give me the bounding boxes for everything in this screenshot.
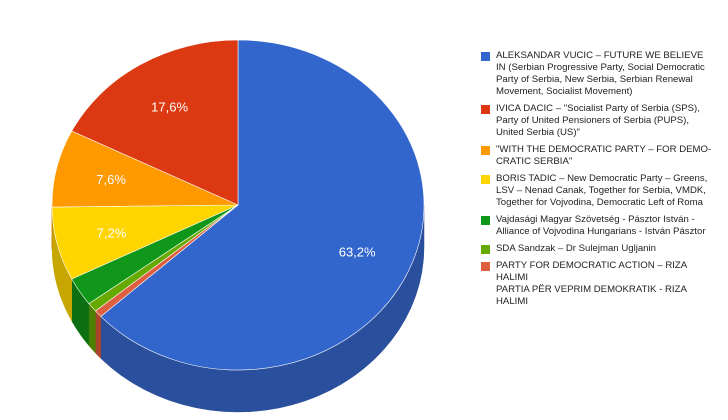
legend-label: Vajdasági Magyar Szövetség - Pásztor Ist… — [496, 214, 706, 237]
pie-slices — [51, 39, 425, 371]
pie-sides — [51, 204, 425, 413]
legend-label: SDA Sandzak – Dr Sulejman Ugljanin — [496, 243, 656, 254]
pie-value-label-6: 7,6% — [96, 172, 126, 187]
legend-item: BORIS TADIC – New Democratic Party – Gre… — [481, 173, 721, 209]
pie-value-labels: 63,2% 7,2% 7,6% 17,6% — [96, 100, 376, 260]
legend-label: PARTY FOR DEMOCRATIC ACTION – RIZA HALIM… — [496, 260, 688, 307]
legend-item: PARTY FOR DEMOCRATIC ACTION – RIZA HALIM… — [481, 260, 721, 308]
legend-swatch — [481, 52, 490, 61]
pie-value-label-7: 17,6% — [151, 100, 188, 115]
legend-item: IVICA DACIC – "Socialist Party of Serbia… — [481, 103, 721, 139]
legend-item: Vajdasági Magyar Szövetség - Pásztor Ist… — [481, 214, 721, 238]
legend-label: BORIS TADIC – New Democratic Party – Gre… — [496, 173, 708, 208]
legend-label: IVICA DACIC – "Socialist Party of Serbia… — [496, 103, 700, 138]
legend: ALEKSANDAR VUCIC – FUTURE WE BELIEVE IN … — [481, 50, 721, 313]
legend-swatch — [481, 216, 490, 225]
pie-slice-1[interactable] — [100, 39, 425, 371]
pie-side-2 — [95, 310, 102, 360]
legend-item: "WITH THE DEMOCRATIC PARTY – FOR DEMO- C… — [481, 144, 721, 168]
legend-item: SDA Sandzak – Dr Sulejman Ugljanin — [481, 243, 721, 255]
legend-swatch — [481, 146, 490, 155]
pie-value-label-5: 7,2% — [97, 225, 127, 240]
legend-swatch — [481, 262, 490, 271]
pie-slice-7[interactable] — [71, 39, 239, 206]
pie-side-3 — [88, 302, 96, 354]
legend-label: "WITH THE DEMOCRATIC PARTY – FOR DEMO- C… — [496, 144, 712, 167]
legend-swatch — [481, 245, 490, 254]
legend-swatch — [481, 175, 490, 184]
legend-swatch — [481, 105, 490, 114]
pie-value-label-1: 63,2% — [339, 245, 376, 260]
legend-label: ALEKSANDAR VUCIC – FUTURE WE BELIEVE IN … — [496, 50, 705, 97]
legend-item: ALEKSANDAR VUCIC – FUTURE WE BELIEVE IN … — [481, 50, 721, 98]
